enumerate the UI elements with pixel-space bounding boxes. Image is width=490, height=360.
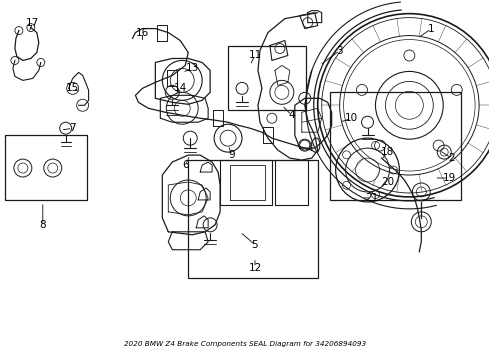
Text: 10: 10 [345,113,358,123]
Text: 9: 9 [229,150,235,160]
Text: 3: 3 [336,45,343,55]
Text: 17: 17 [26,18,40,28]
Bar [330,92,461,200]
Text: 19: 19 [442,173,456,183]
Text: 11: 11 [248,50,262,60]
Text: 12: 12 [248,263,262,273]
Text: 1: 1 [428,24,435,33]
Text: 7: 7 [70,123,76,133]
Bar [228,45,306,110]
Text: 21: 21 [365,193,378,203]
Text: 20: 20 [381,177,394,187]
Text: 14: 14 [173,84,187,93]
Text: 4: 4 [289,110,295,120]
Text: 5: 5 [252,240,258,250]
Text: 13: 13 [186,63,199,73]
Text: 2020 BMW Z4 Brake Components SEAL Diagram for 34206894093: 2020 BMW Z4 Brake Components SEAL Diagra… [124,341,366,347]
Text: 15: 15 [66,84,79,93]
Text: 16: 16 [136,28,149,37]
Text: 18: 18 [381,147,394,157]
Bar [5,135,87,200]
Bar [188,160,318,278]
Text: 2: 2 [448,153,455,163]
Text: 6: 6 [182,160,189,170]
Text: 8: 8 [40,220,46,230]
